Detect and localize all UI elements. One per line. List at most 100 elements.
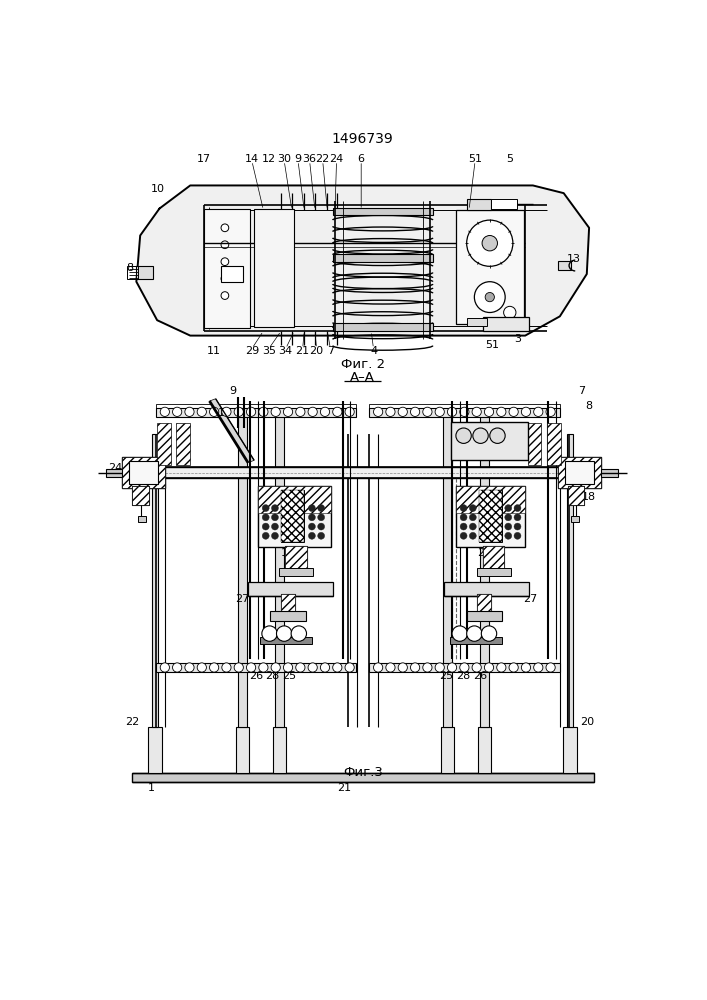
Bar — [258, 486, 331, 513]
Text: 7: 7 — [327, 346, 334, 356]
Bar — [568, 486, 585, 505]
Circle shape — [534, 663, 543, 672]
Circle shape — [469, 505, 477, 512]
Bar — [483, 546, 504, 570]
Bar — [105, 469, 122, 477]
Circle shape — [435, 407, 444, 416]
Bar — [567, 434, 573, 727]
Circle shape — [514, 505, 521, 512]
Circle shape — [469, 523, 477, 530]
Bar — [281, 490, 304, 542]
Text: 3: 3 — [514, 334, 521, 344]
Circle shape — [460, 505, 467, 512]
Text: 23: 23 — [477, 548, 491, 558]
Bar — [132, 773, 595, 782]
Bar — [563, 727, 577, 773]
Bar — [148, 727, 162, 773]
Circle shape — [173, 663, 182, 672]
Circle shape — [467, 626, 482, 641]
Circle shape — [467, 220, 513, 266]
Bar — [157, 423, 171, 465]
Bar — [122, 457, 165, 488]
Circle shape — [345, 407, 354, 416]
Bar — [122, 457, 165, 488]
Bar — [477, 594, 491, 613]
Circle shape — [503, 306, 516, 319]
Text: 25: 25 — [282, 671, 296, 681]
Bar — [333, 254, 433, 262]
Circle shape — [160, 663, 170, 672]
Text: 7: 7 — [578, 386, 585, 396]
Text: 22: 22 — [315, 153, 329, 163]
Bar — [491, 199, 518, 209]
Text: 35: 35 — [262, 346, 276, 356]
Circle shape — [173, 407, 182, 416]
Bar — [369, 663, 560, 672]
Circle shape — [291, 626, 307, 641]
Bar — [132, 486, 149, 505]
Bar — [450, 422, 527, 460]
Bar — [478, 727, 491, 773]
Circle shape — [262, 514, 269, 521]
Text: 22: 22 — [125, 717, 139, 727]
Circle shape — [386, 663, 395, 672]
Circle shape — [271, 663, 281, 672]
Bar — [443, 411, 452, 727]
Circle shape — [472, 407, 481, 416]
Circle shape — [469, 532, 477, 539]
Bar — [559, 457, 601, 488]
Bar — [285, 546, 307, 570]
Bar — [127, 266, 138, 279]
Text: Фиг. 2: Фиг. 2 — [341, 358, 385, 371]
Circle shape — [222, 663, 231, 672]
Circle shape — [460, 514, 467, 521]
Bar — [601, 469, 618, 477]
Bar — [136, 266, 153, 279]
Circle shape — [320, 407, 329, 416]
Circle shape — [509, 663, 518, 672]
Bar — [558, 261, 571, 270]
Bar — [450, 637, 502, 644]
Circle shape — [317, 523, 325, 530]
Text: 21: 21 — [296, 346, 310, 356]
Circle shape — [308, 532, 315, 539]
Text: 6: 6 — [358, 153, 365, 163]
Circle shape — [514, 532, 521, 539]
Circle shape — [505, 523, 512, 530]
Circle shape — [411, 407, 420, 416]
Bar — [456, 486, 525, 513]
Text: 8: 8 — [127, 263, 134, 273]
Circle shape — [521, 663, 530, 672]
Text: 24: 24 — [329, 153, 344, 163]
Bar — [156, 408, 356, 417]
Text: 10: 10 — [218, 408, 232, 418]
Bar — [275, 411, 284, 727]
Circle shape — [423, 663, 432, 672]
Circle shape — [534, 407, 543, 416]
Circle shape — [185, 663, 194, 672]
Circle shape — [271, 407, 281, 416]
Text: 11: 11 — [206, 346, 221, 356]
Bar — [559, 457, 601, 488]
Bar — [281, 594, 295, 613]
Bar — [204, 209, 250, 328]
Circle shape — [221, 292, 229, 299]
Circle shape — [262, 523, 269, 530]
Circle shape — [411, 663, 420, 672]
Bar — [441, 727, 454, 773]
Bar — [156, 404, 356, 408]
Circle shape — [308, 663, 317, 672]
Text: 28: 28 — [456, 671, 470, 681]
Circle shape — [398, 663, 407, 672]
Circle shape — [271, 532, 279, 539]
Bar — [136, 467, 590, 478]
Circle shape — [262, 532, 269, 539]
Circle shape — [472, 663, 481, 672]
Circle shape — [482, 235, 498, 251]
Circle shape — [209, 407, 218, 416]
Circle shape — [197, 663, 206, 672]
Circle shape — [259, 663, 268, 672]
Bar — [456, 486, 525, 547]
Bar — [568, 486, 585, 505]
Text: 20: 20 — [310, 346, 324, 356]
